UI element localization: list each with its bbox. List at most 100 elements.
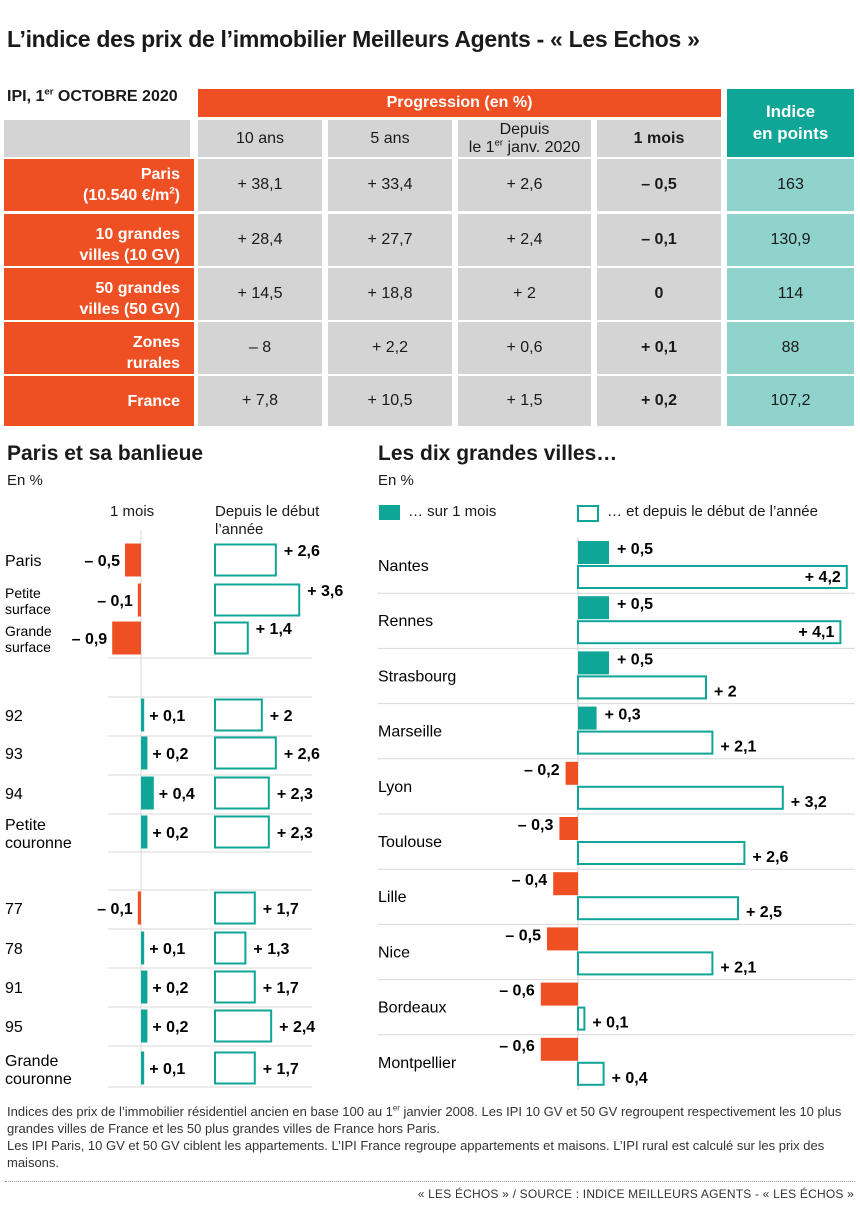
page-title: L’indice des prix de l’immobilier Meille… [7, 26, 700, 52]
bar-ytd [577, 565, 848, 589]
table-cell: – 0,5 [597, 159, 721, 211]
data-label-ytd: + 2 [714, 683, 737, 700]
table-cell: – 8 [198, 322, 322, 374]
data-label-month: – 0,9 [72, 631, 108, 648]
bar-month [141, 698, 145, 732]
data-label-ytd: + 2,3 [277, 786, 313, 803]
bar-ytd [577, 675, 707, 700]
footnote: Indices des prix de l’immobilier résiden… [7, 1103, 842, 1170]
bar-month [553, 872, 578, 896]
index-cell: 130,9 [727, 214, 854, 266]
table-cell: + 0,6 [458, 322, 591, 374]
row-label-rural: Zones rurales [4, 322, 194, 374]
data-label-ytd: + 2,1 [720, 739, 756, 756]
bar-month [137, 891, 141, 925]
row-label-10gv: 10 grandes villes (10 GV) [4, 214, 194, 266]
data-label-ytd: + 1,7 [263, 901, 299, 918]
category-label: Nantes [378, 558, 429, 575]
data-label-month: – 0,3 [518, 817, 554, 834]
table-cell: + 10,5 [328, 376, 452, 426]
data-label-month: + 0,1 [149, 1061, 185, 1078]
bar-ytd [214, 970, 256, 1004]
table-cell: + 14,5 [198, 268, 322, 320]
data-label-month: – 0,1 [97, 593, 133, 610]
bar-month [112, 621, 141, 655]
data-label-month: + 0,3 [605, 707, 641, 724]
cities-section-title: Les dix grandes villes… [378, 442, 618, 465]
table-cell: + 7,8 [198, 376, 322, 426]
data-label-month: + 0,4 [159, 786, 195, 803]
bar-ytd [214, 736, 277, 770]
data-label-month: – 0,5 [505, 927, 541, 944]
table-cell: + 2,4 [458, 214, 591, 266]
data-label-ytd: + 2,6 [284, 746, 320, 763]
data-label-ytd: + 4,1 [798, 624, 834, 641]
bar-month [547, 927, 578, 951]
paris-section-unit: En % [7, 472, 43, 489]
data-label-ytd: + 3,2 [791, 794, 827, 811]
table-date-label: IPI, 1er OCTOBRE 2020 [7, 86, 178, 105]
data-label-month: + 0,5 [617, 651, 653, 668]
table-cell: + 2 [458, 268, 591, 320]
category-label: Nice [378, 944, 410, 961]
paris-col-month: 1 mois [110, 503, 155, 520]
table-cell: – 0,1 [597, 214, 721, 266]
bar-month [141, 1009, 148, 1043]
category-label: Toulouse [378, 834, 442, 851]
data-label-ytd: + 1,3 [253, 941, 289, 958]
category-label: surface [5, 639, 51, 655]
data-label-month: – 0,1 [97, 901, 133, 918]
table-cell: + 28,4 [198, 214, 322, 266]
index-cell: 107,2 [727, 376, 854, 426]
data-label-month: + 0,2 [152, 980, 188, 997]
bar-ytd [577, 951, 714, 976]
data-label-ytd: + 1,7 [263, 980, 299, 997]
bar-month [141, 736, 148, 770]
bar-ytd [214, 776, 270, 810]
bar-month [141, 931, 145, 965]
bar-month [578, 651, 609, 675]
data-label-month: – 0,4 [512, 872, 548, 889]
category-label: 95 [5, 1019, 23, 1036]
progression-header: Progression (en %) [198, 89, 721, 117]
category-label: Lille [378, 889, 407, 906]
paris-col-ytd: Depuis le début l’année [215, 503, 320, 538]
bar-month [578, 596, 609, 620]
source-credit: « LES ÉCHOS » / SOURCE : INDICE MEILLEUR… [417, 1187, 854, 1201]
bar-ytd [577, 785, 784, 810]
col-header-1m: 1 mois [597, 120, 721, 157]
category-label: couronne [5, 1071, 72, 1088]
table-cell: + 33,4 [328, 159, 452, 211]
category-label: Grande [5, 1053, 58, 1070]
bar-ytd [577, 896, 739, 921]
bar-ytd [577, 620, 842, 645]
bar-month [137, 583, 141, 617]
row-label-paris: Paris (10.540 €/m2) [4, 159, 194, 211]
bar-month [540, 982, 578, 1006]
cities-bar-chart: Nantes + 0,5 + 4,2 Rennes + 0,5 + 4,1 Strasbou… [378, 538, 855, 1090]
data-label-month: – 0,2 [524, 762, 560, 779]
data-label-month: + 0,5 [617, 541, 653, 558]
bar-ytd [214, 698, 263, 732]
bar-ytd [214, 583, 301, 617]
data-label-ytd: + 2,6 [284, 543, 320, 560]
bar-month [141, 1051, 145, 1085]
category-label: 94 [5, 786, 23, 803]
category-label: Rennes [378, 613, 433, 630]
col-header-since-jan: Depuis le 1er janv. 2020 [458, 120, 591, 157]
bar-ytd [214, 1009, 273, 1043]
data-label-month: + 0,5 [617, 596, 653, 613]
row-label-france: France [4, 376, 194, 426]
legend-swatch-ytd [577, 505, 599, 522]
index-header: Indice en points [727, 89, 854, 157]
category-label: Lyon [378, 779, 412, 796]
bar-ytd [214, 815, 270, 849]
bar-ytd [214, 931, 247, 965]
bar-month [559, 817, 578, 840]
data-label-ytd: + 1,7 [263, 1061, 299, 1078]
bar-month [141, 970, 148, 1004]
table-cell: + 2,6 [458, 159, 591, 211]
bar-ytd [214, 621, 249, 655]
data-label-month: + 0,2 [152, 746, 188, 763]
bar-ytd [214, 1051, 256, 1085]
